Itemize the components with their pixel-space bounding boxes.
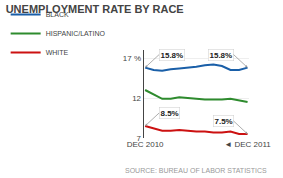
svg-text:UNEMPLOYMENT RATE BY RACE: UNEMPLOYMENT RATE BY RACE	[6, 3, 184, 15]
svg-text:8.5%: 8.5%	[161, 109, 179, 118]
svg-text:◄ DEC 2011: ◄ DEC 2011	[224, 140, 271, 149]
svg-text:12: 12	[132, 94, 141, 103]
svg-text:SOURCE: BUREAU OF LABOR STATIS: SOURCE: BUREAU OF LABOR STATISTICS	[125, 167, 267, 174]
svg-text:DEC 2010: DEC 2010	[127, 140, 164, 149]
svg-text:15.8%: 15.8%	[210, 51, 233, 60]
svg-text:HISPANIC/LATINO: HISPANIC/LATINO	[46, 30, 106, 37]
svg-text:7.5%: 7.5%	[215, 117, 233, 126]
svg-text:15.8%: 15.8%	[161, 51, 184, 60]
svg-text:7: 7	[137, 134, 142, 143]
svg-text:WHITE: WHITE	[46, 49, 69, 56]
svg-text:17 %: 17 %	[123, 54, 141, 63]
svg-text:BLACK: BLACK	[46, 11, 69, 18]
